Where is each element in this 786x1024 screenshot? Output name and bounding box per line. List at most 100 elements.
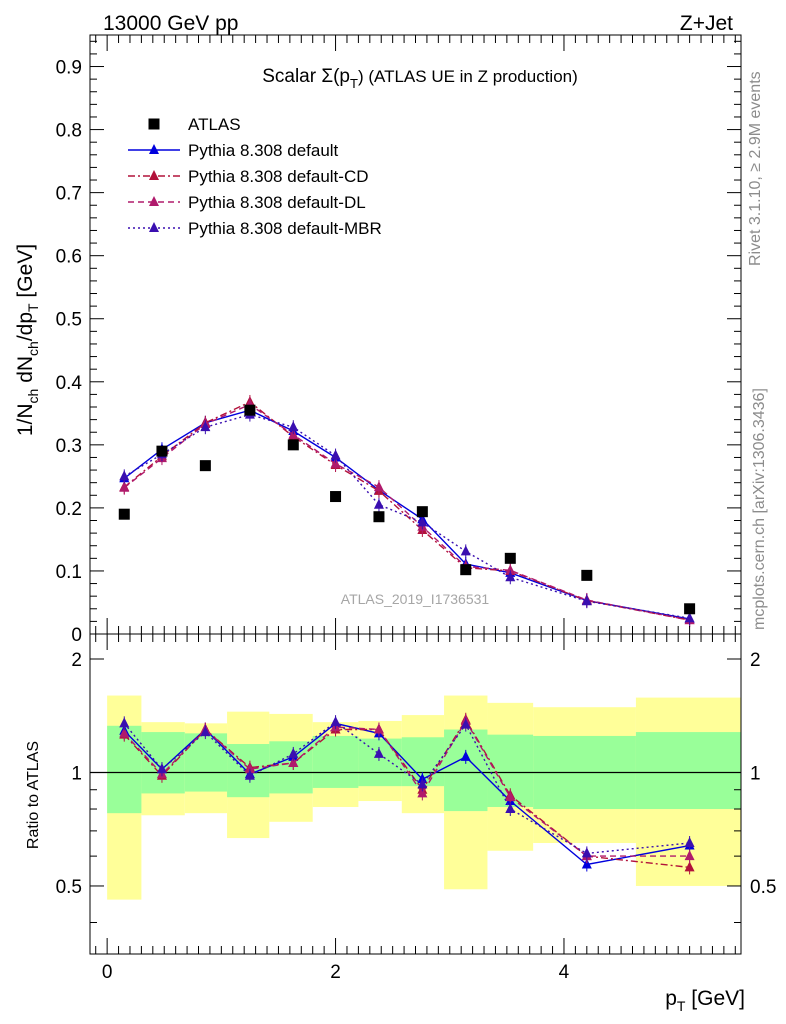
ratio-band-inner <box>635 732 741 810</box>
title-part-2: T <box>350 76 358 91</box>
main-dashed-series-point <box>505 564 516 575</box>
y-axis-label: 1/Nch dNch/dpT [GeV] <box>14 244 41 436</box>
ylabel-part-5: /dp <box>14 312 37 341</box>
main-ytick-label: 0 <box>71 625 82 646</box>
legend-marker-data <box>148 118 160 130</box>
ratio-dotted-series-point <box>200 726 211 737</box>
main-dotted-series-point <box>119 470 130 481</box>
main-dotted-series-point <box>505 571 516 582</box>
ylabel-part-1: 1/N <box>14 403 37 436</box>
xlabel-part-1: p <box>665 987 677 1010</box>
rivet-credit: Rivet 3.1.10, ≥ 2.9M events <box>747 71 764 266</box>
main-data-series-point <box>504 552 516 564</box>
main-data-series-point <box>287 439 299 451</box>
ratio-dashed-series-point <box>417 787 428 798</box>
main-solid-series-line <box>123 409 690 620</box>
header-left: 13000 GeV pp <box>103 12 238 35</box>
x-axis-label: pT [GeV] <box>665 987 745 1014</box>
main-marks <box>118 394 696 628</box>
main-ytick-label: 0.3 <box>56 436 82 457</box>
ylabel-part-2: ch <box>25 389 41 404</box>
main-dotted-series-point <box>684 612 695 623</box>
ratio-dotted-series-point <box>417 778 428 789</box>
ratio-dotted-series-point <box>156 763 167 774</box>
main-dotted-series-point <box>330 449 341 460</box>
xlabel-part-3: [GeV] <box>685 987 745 1010</box>
main-ytick-label: 0.7 <box>56 184 82 205</box>
ylabel-part-4: ch <box>25 341 41 356</box>
ratio-dashed-series-point <box>244 763 255 774</box>
ratio-dotted-series-point <box>505 803 516 814</box>
main-dashdot-series-line <box>123 401 690 621</box>
plot-title: Scalar Σ(pT) (ATLAS UE in Z production) <box>262 66 578 91</box>
main-panel: 00.10.20.30.40.50.60.70.80.9 Scalar Σ(pT… <box>14 34 742 646</box>
ratio-band-inner <box>358 738 402 787</box>
ratio-dotted-series-point <box>244 769 255 780</box>
main-dotted-series-point <box>460 545 471 556</box>
main-data-series-point <box>199 460 211 472</box>
legend-marker-solid <box>149 144 159 154</box>
ratio-dotted-series-point <box>581 847 592 858</box>
legend-label: Pythia 8.308 default <box>188 141 339 160</box>
ratio-dotted-series-point <box>684 837 695 848</box>
ratio-dotted-series-point <box>288 747 299 758</box>
ratio-dotted-series-point <box>119 717 130 728</box>
main-dotted-series-point <box>288 421 299 432</box>
ratio-dashdot-series-line <box>123 718 690 869</box>
legend-label: ATLAS <box>188 115 241 134</box>
ratio-dashed-series-point <box>505 791 516 802</box>
ratio-xtick-label: 2 <box>330 962 341 983</box>
main-data-series-point <box>684 603 696 615</box>
main-data-series-point <box>244 404 256 416</box>
ratio-dashdot-series-point <box>684 861 695 872</box>
ratio-ticks <box>90 634 741 954</box>
main-data-series-point <box>156 445 168 457</box>
ylabel-part-6: T <box>25 303 41 312</box>
main-ytick-labels: 0 0.1 0.2 0.3 0.4 0.5 0.6 0.7 0.8 0.9 <box>56 58 83 646</box>
ratio-band-inner <box>141 732 185 794</box>
ratio-ytick-label-right: 1 <box>750 763 761 784</box>
header-right: Z+Jet <box>680 12 733 35</box>
ratio-ytick-label-left: 1 <box>71 763 82 784</box>
ratio-dashed-series-point <box>373 723 384 734</box>
main-dotted-series-point <box>417 516 428 527</box>
ratio-ytick-label-right: 2 <box>750 650 761 671</box>
main-ytick-label: 0.5 <box>56 310 82 331</box>
main-ytick-label: 0.2 <box>56 499 82 520</box>
ylabel-part-7: [GeV] <box>14 244 37 304</box>
ratio-dotted-series-point <box>373 747 384 758</box>
main-ytick-label: 0.6 <box>56 247 82 268</box>
ratio-y-label: Ratio to ATLAS <box>25 741 42 849</box>
main-data-series-point <box>118 508 130 520</box>
ratio-solid-series-line <box>123 722 690 866</box>
analysis-watermark: ATLAS_2019_I1736531 <box>341 591 490 607</box>
ratio-ytick-label-right: 0.5 <box>750 877 776 898</box>
title-part-3: ) (ATLAS UE in Z production) <box>358 67 578 86</box>
main-dotted-series-point <box>581 595 592 606</box>
main-ytick-label: 0.4 <box>56 373 83 394</box>
ratio-solid-series-point <box>460 750 471 761</box>
legend-label: Pythia 8.308 default-DL <box>188 193 366 212</box>
legend-label: Pythia 8.308 default-CD <box>188 167 369 186</box>
legend-label: Pythia 8.308 default-MBR <box>188 219 382 238</box>
ratio-dashed-series-point <box>288 756 299 767</box>
ratio-dashed-series-point <box>684 850 695 861</box>
ylabel-part-3: dN <box>14 356 37 389</box>
main-dashed-series-point <box>330 457 341 468</box>
main-dashed-series-point <box>373 481 384 492</box>
ratio-dotted-series-line <box>123 721 690 855</box>
ratio-band-inner <box>312 735 359 788</box>
legend: ATLAS Pythia 8.308 default Pythia 8.308 de… <box>128 115 382 238</box>
main-dotted-series-point <box>373 498 384 509</box>
main-data-series-point <box>330 491 342 503</box>
main-data-series-point <box>373 511 385 523</box>
ratio-ytick-label-left: 2 <box>71 650 82 671</box>
main-data-series-point <box>581 569 593 581</box>
ratio-dashed-series-point <box>119 727 130 738</box>
ratio-xtick-label: 4 <box>559 962 570 983</box>
legend-marker-dashed <box>149 196 159 206</box>
ratio-band-inner <box>269 741 313 794</box>
main-ytick-label: 0.8 <box>56 121 82 142</box>
main-data-series-point <box>460 564 472 576</box>
